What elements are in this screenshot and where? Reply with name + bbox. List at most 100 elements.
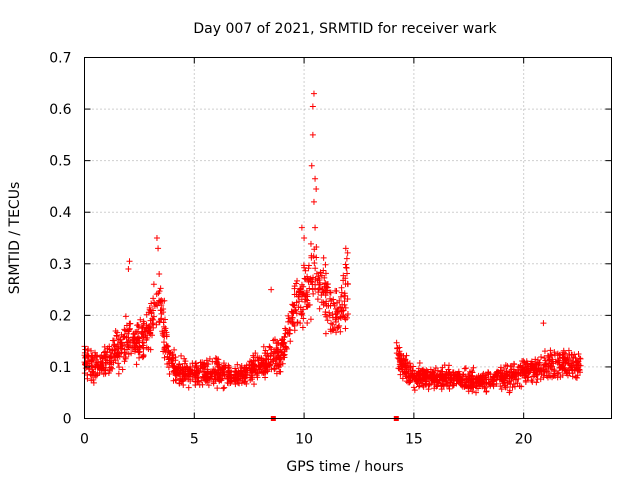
data-point — [532, 367, 539, 374]
data-point — [528, 377, 535, 384]
data-point — [117, 336, 124, 343]
data-point — [233, 369, 240, 376]
data-point — [469, 369, 476, 376]
data-point — [326, 309, 333, 316]
data-point — [260, 343, 267, 350]
data-point — [258, 355, 265, 362]
data-point — [394, 344, 401, 351]
data-point — [313, 254, 320, 261]
data-point — [492, 370, 499, 377]
data-point — [493, 380, 500, 387]
data-point — [394, 355, 401, 362]
data-point — [308, 252, 315, 259]
data-point — [164, 343, 171, 350]
data-point — [510, 360, 517, 367]
y-tick-label: 0.3 — [49, 257, 71, 273]
axis-ticks — [84, 57, 612, 419]
data-point — [111, 342, 118, 349]
data-point — [89, 368, 96, 375]
y-axis-title: SRMTID / TECUs — [7, 182, 23, 295]
data-point — [149, 315, 156, 322]
data-point — [276, 368, 283, 375]
data-point — [160, 323, 167, 330]
data-point — [397, 371, 404, 378]
y-tick-labels: 0 0.1 0.2 0.3 0.4 0.5 0.6 0.7 — [49, 51, 71, 428]
data-point — [181, 355, 188, 362]
data-point — [225, 371, 232, 378]
data-point — [156, 319, 163, 326]
data-point — [288, 308, 295, 315]
data-point — [566, 352, 573, 359]
data-point — [322, 261, 329, 268]
data-point — [215, 375, 222, 382]
data-point — [529, 361, 536, 368]
x-tick-label: 0 — [80, 432, 89, 448]
data-point — [156, 271, 163, 278]
data-point — [179, 368, 186, 375]
data-point — [114, 329, 121, 336]
data-point — [393, 339, 400, 346]
chart-title: Day 007 of 2021, SRMTID for receiver war… — [193, 21, 497, 37]
data-point — [241, 375, 248, 382]
data-point — [461, 365, 468, 372]
data-point — [205, 369, 212, 376]
data-point — [220, 385, 227, 392]
data-point — [431, 376, 438, 383]
data-point — [238, 371, 245, 378]
data-point — [172, 372, 179, 379]
data-point — [243, 380, 250, 387]
data-point — [185, 384, 192, 391]
data-point — [280, 351, 287, 358]
data-point — [300, 315, 307, 322]
data-point — [133, 339, 140, 346]
data-point — [88, 366, 95, 373]
data-point — [88, 362, 95, 369]
data-point — [322, 279, 329, 286]
data-point — [250, 365, 257, 372]
data-point — [89, 354, 96, 361]
data-point — [517, 369, 524, 376]
data-point — [297, 308, 304, 315]
data-point — [462, 365, 469, 372]
data-point — [415, 365, 422, 372]
data-point — [433, 373, 440, 380]
data-point — [450, 373, 457, 380]
data-point — [342, 304, 349, 311]
data-point — [200, 363, 207, 370]
data-point — [112, 347, 119, 354]
data-point — [149, 321, 156, 328]
data-point — [479, 383, 486, 390]
y-tick-label: 0.6 — [49, 102, 71, 118]
data-point — [305, 302, 312, 309]
data-point — [232, 378, 239, 385]
data-point — [271, 336, 278, 343]
data-point — [302, 298, 309, 305]
data-point — [171, 346, 178, 353]
data-point — [107, 349, 114, 356]
data-point — [178, 352, 185, 359]
data-point — [147, 330, 154, 337]
data-point — [101, 343, 108, 350]
y-tick-label: 0.2 — [49, 308, 71, 324]
data-point — [334, 310, 341, 317]
data-point — [564, 372, 571, 379]
data-point — [270, 358, 277, 365]
data-point — [554, 352, 561, 359]
data-point — [172, 354, 179, 361]
data-point — [131, 348, 138, 355]
data-point — [133, 361, 140, 368]
data-point — [150, 281, 157, 288]
data-point — [280, 340, 287, 347]
data-point — [123, 322, 130, 329]
data-point — [547, 351, 554, 358]
data-point — [88, 372, 95, 379]
data-point — [148, 300, 155, 307]
data-point — [486, 380, 493, 387]
data-point — [155, 290, 162, 297]
data-point — [270, 353, 277, 360]
data-point — [514, 380, 521, 387]
data-point — [300, 262, 307, 269]
data-point — [90, 376, 97, 383]
data-point — [138, 324, 145, 331]
data-point — [140, 339, 147, 346]
